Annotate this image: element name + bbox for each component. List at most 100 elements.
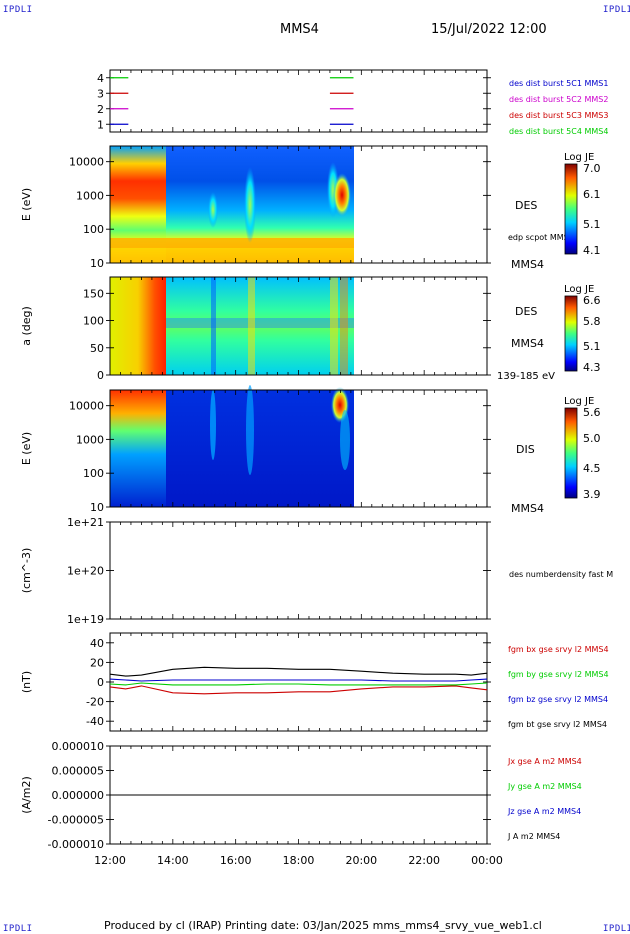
- colorbar-tick-label: 5.6: [583, 406, 601, 419]
- des-pitch-colorbar: [564, 295, 578, 372]
- burst-legend-entry: des dist burst 5C4 MMS4: [509, 127, 609, 136]
- x-tick-label: 18:00: [283, 854, 315, 867]
- y-tick-label: 100: [83, 223, 104, 236]
- y-tick-label: 1e+21: [67, 516, 104, 529]
- field-series-line: [109, 682, 488, 686]
- colorbar-tick-label: 5.1: [583, 340, 601, 353]
- data-marks: [109, 77, 488, 796]
- colorbar-tick-label: 4.1: [583, 244, 601, 257]
- field-series-line: [109, 666, 488, 677]
- colorbar-tick-label: 5.8: [583, 315, 601, 328]
- field-ylabel: (nT): [20, 671, 33, 693]
- colorbar-tick-label: 6.6: [583, 294, 601, 307]
- axis-ticks: [106, 70, 491, 845]
- current-legend-entry: Jx gse A m2 MMS4: [508, 757, 582, 766]
- field-series-line: [109, 685, 488, 695]
- colorbar-tick-label: 6.1: [583, 188, 601, 201]
- des-energy-ylabel: E (eV): [20, 188, 33, 221]
- corner-label-top-left: IPDLI: [3, 5, 33, 15]
- field-legend-entry: fgm by gse srvy l2 MMS4: [508, 670, 609, 679]
- x-tick-label: 00:00: [471, 854, 503, 867]
- x-tick-label: 14:00: [157, 854, 189, 867]
- y-tick-label: 0: [97, 369, 104, 382]
- y-tick-label: 40: [90, 637, 104, 650]
- y-tick-label: -20: [86, 696, 104, 709]
- y-tick-label: 150: [83, 287, 104, 300]
- density-ylabel: (cm^-3): [20, 548, 33, 594]
- field-frame: [109, 632, 488, 732]
- field-legend-entry: fgm bt gse srvy l2 MMS4: [508, 720, 607, 729]
- density-label: des numberdensity fast M: [509, 570, 614, 579]
- y-tick-label: 100: [83, 467, 104, 480]
- y-tick-label: 10000: [69, 156, 104, 169]
- dis-energy-ylabel: E (eV): [20, 432, 33, 465]
- des-energy-instrument: DES: [515, 199, 538, 212]
- x-tick-label: 12:00: [94, 854, 126, 867]
- y-tick-label: 10: [90, 257, 104, 270]
- spacecraft-title: MMS4: [280, 22, 319, 37]
- y-tick-label: 1000: [76, 433, 104, 446]
- x-tick-label: 22:00: [408, 854, 440, 867]
- y-tick-label: 10000: [69, 400, 104, 413]
- des-pitch-colorbar-title: Log JE: [564, 284, 595, 295]
- colorbar-tick-label: 5.1: [583, 218, 601, 231]
- des-energy-overlay-label: edp scpot MMS4: [508, 233, 574, 242]
- burst-legend-entry: des dist burst 5C3 MMS3: [509, 111, 609, 120]
- y-tick-label: 1e+19: [67, 613, 104, 626]
- dis-energy-spacecraft: MMS4: [511, 502, 544, 515]
- density-frame: [109, 521, 488, 620]
- y-tick-label: 1e+20: [67, 565, 104, 578]
- y-tick-label: 0: [97, 676, 104, 689]
- field-legend-entry: fgm bz gse srvy l2 MMS4: [508, 695, 609, 704]
- y-tick-label: 1000: [76, 189, 104, 202]
- axis-labels: 4321100001000100101501005001000010001001…: [20, 72, 601, 867]
- des-energy-colorbar: [564, 163, 578, 255]
- y-tick-label: 0.000010: [52, 740, 105, 753]
- y-tick-label: 3: [97, 87, 104, 100]
- dis-energy-colorbar-title: Log JE: [564, 396, 595, 407]
- y-tick-label: 20: [90, 656, 104, 669]
- dis-energy-colorbar: [564, 407, 578, 499]
- colorbar-tick-label: 7.0: [583, 162, 601, 175]
- corner-label-bottom-right: IPDLI: [603, 924, 630, 934]
- field-legend-entry: fgm bx gse srvy l2 MMS4: [508, 645, 609, 654]
- des-pitch-spectrogram: [110, 277, 354, 375]
- y-tick-label: 1: [97, 118, 104, 131]
- colorbar-tick-label: 3.9: [583, 488, 601, 501]
- burst-legend-entry: des dist burst 5C2 MMS2: [509, 95, 609, 104]
- y-tick-label: 100: [83, 315, 104, 328]
- colorbar-tick-label: 4.3: [583, 361, 601, 374]
- des-pitch-energy-range: 139-185 eV: [497, 371, 555, 382]
- y-tick-label: 2: [97, 103, 104, 116]
- burst-legend-entry: des dist burst 5C1 MMS1: [509, 79, 609, 88]
- colorbar-tick-label: 4.5: [583, 462, 601, 475]
- des-pitch-instrument: DES: [515, 305, 538, 318]
- des-pitch-ylabel: a (deg): [20, 306, 33, 346]
- des-energy-colorbar-title: Log JE: [564, 152, 595, 163]
- burst-frame: [109, 69, 488, 133]
- current-legend-entry: Jz gse A m2 MMS4: [508, 807, 582, 816]
- y-tick-label: -0.000005: [48, 814, 104, 827]
- des-pitch-spacecraft: MMS4: [511, 337, 544, 350]
- dis-energy-spectrogram: [110, 385, 354, 507]
- y-tick-label: 0.000000: [52, 789, 105, 802]
- y-tick-label: -40: [86, 715, 104, 728]
- des-energy-spacecraft: MMS4: [511, 258, 544, 271]
- current-legend-entry: Jy gse A m2 MMS4: [508, 782, 582, 791]
- y-tick-label: 4: [97, 72, 104, 85]
- dis-energy-instrument: DIS: [516, 443, 535, 456]
- y-tick-label: 0.000005: [52, 765, 105, 778]
- corner-label-bottom-left: IPDLI: [3, 924, 33, 934]
- x-tick-label: 20:00: [345, 854, 377, 867]
- corner-label-top-right: IPDLI: [603, 5, 630, 15]
- x-tick-label: 16:00: [220, 854, 252, 867]
- field-series-line: [109, 678, 488, 682]
- current-ylabel: (A/m2): [20, 776, 33, 814]
- des-energy-spectrogram: [110, 146, 354, 263]
- y-tick-label: -0.000010: [48, 838, 104, 851]
- current-legend-entry: J A m2 MMS4: [508, 832, 561, 841]
- y-tick-label: 50: [90, 342, 104, 355]
- footer-text: Produced by cl (IRAP) Printing date: 03/…: [104, 919, 542, 932]
- y-tick-label: 10: [90, 501, 104, 514]
